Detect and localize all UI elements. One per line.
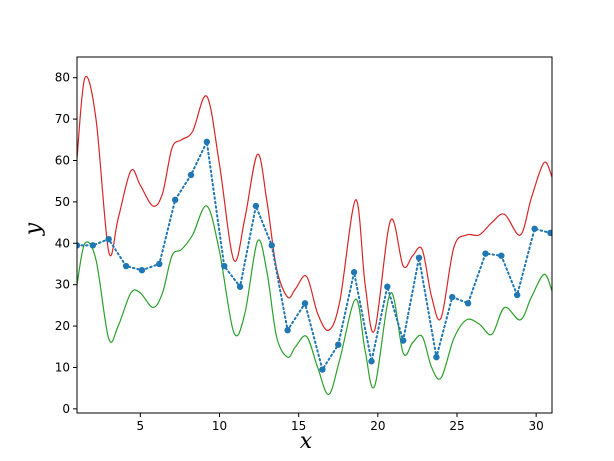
y-tick-label: 20 [55,319,70,333]
series-2-point [171,196,179,204]
series-2-point [301,300,309,307]
series-2-point [498,252,505,259]
series-2-point [335,341,342,348]
x-tick-label: 20 [370,419,385,433]
y-tick-label: 80 [55,71,70,85]
series-2-point [156,260,163,268]
series-2-point [399,337,407,344]
series-2-point [368,358,375,365]
series-2-point [105,235,112,243]
series-2-point [122,262,130,270]
series-2-point [449,293,456,301]
plot-frame [76,56,553,414]
series-1-line [77,205,552,395]
x-tick-label: 5 [137,419,145,433]
series-2-point [415,254,423,261]
y-tick-label: 60 [55,153,70,167]
y-tick-label: 50 [55,195,70,209]
series-2-point [268,242,275,249]
series-2-point [433,353,440,361]
series-2-point [77,242,81,249]
series-2-point [531,225,538,232]
series-2-point [547,229,552,237]
series-2-point [464,300,472,307]
y-tick-label: 10 [55,360,70,374]
series-2-point [221,262,228,270]
x-tick-label: 25 [449,419,464,433]
series-2-point [89,242,97,249]
x-axis: 5 10 15 20 25 30 [137,413,544,433]
series-0-line [77,75,552,333]
y-tick-label: 0 [62,402,70,416]
x-tick-label: 10 [212,419,227,433]
series-2-point [384,283,391,290]
series-2-point [482,250,489,257]
series-2-point [236,283,244,290]
series-2-point [513,291,521,299]
y-tick-label: 30 [55,278,70,292]
series-2-point [187,171,195,179]
series-2-point [319,366,326,373]
x-axis-label: x [300,429,313,454]
series-2-point [284,327,291,334]
series-2-point [203,138,211,146]
y-tick-label: 40 [55,236,70,250]
series-2-point [252,202,260,210]
x-tick-label: 30 [529,419,544,433]
y-tick-label: 70 [55,112,70,126]
y-axis: 0 10 20 30 40 50 60 70 80 [55,71,77,416]
series-2-point [350,269,358,276]
y-axis-label: y [21,222,46,236]
x-tick-label: 15 [291,419,306,433]
series-2-point [138,266,146,274]
